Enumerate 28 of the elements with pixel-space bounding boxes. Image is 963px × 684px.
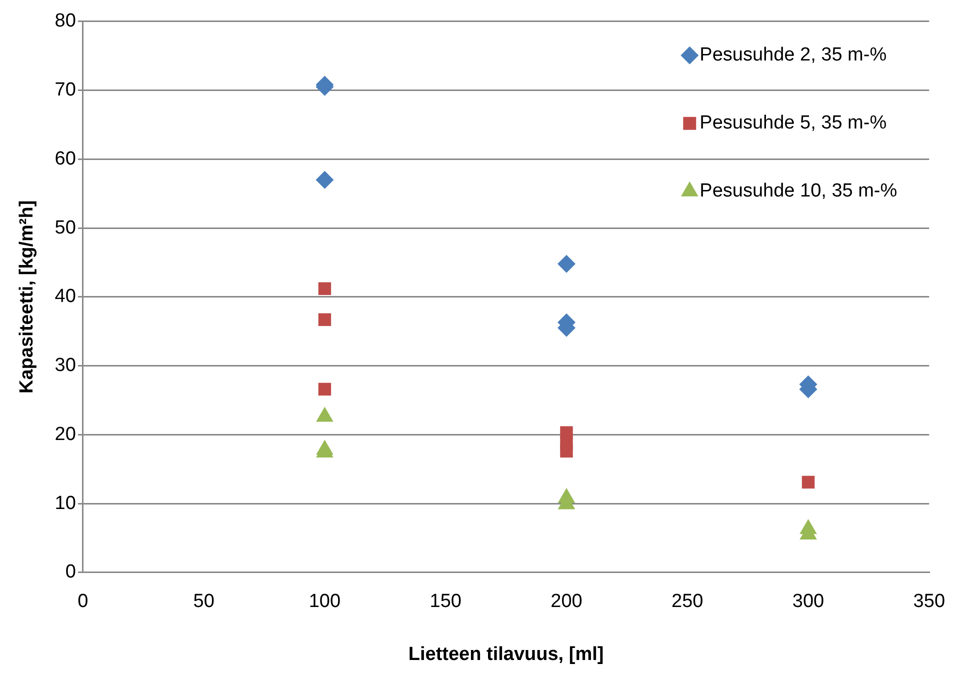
- y-tick-label: 50: [54, 217, 76, 238]
- y-tick-label: 20: [54, 424, 76, 445]
- y-tick-label: 30: [54, 355, 76, 376]
- x-tick-label: 100: [308, 591, 341, 612]
- y-tick-label: 0: [65, 562, 76, 583]
- x-tick-label: 200: [550, 591, 582, 612]
- point: [557, 254, 576, 273]
- y-tick-label: 10: [54, 492, 76, 514]
- y-tick-label: 80: [54, 10, 76, 32]
- x-tick-label: 300: [792, 591, 824, 612]
- x-tick-label: 350: [913, 591, 945, 612]
- point: [560, 444, 573, 458]
- point: [316, 170, 334, 189]
- legend-label: Pesusuhde 5, 35 m-%: [700, 112, 887, 134]
- x-tick-label: 150: [430, 591, 462, 612]
- x-tick-label: 250: [672, 591, 704, 612]
- y-tick-label: 60: [54, 148, 76, 170]
- y-axis-title: Kapasiteetti, [kg/m²h]: [16, 200, 38, 394]
- x-tick-label: 50: [193, 591, 214, 612]
- point: [318, 282, 332, 295]
- point: [318, 313, 332, 326]
- y-tick-label: 40: [54, 286, 76, 308]
- legend-label: Pesusuhde 10, 35 m-%: [700, 180, 898, 202]
- y-tick-label: 70: [54, 80, 76, 101]
- point: [318, 382, 332, 396]
- x-axis-title: Lietteen tilavuus, [ml]: [408, 644, 604, 665]
- legend-label: Pesusuhde 2, 35 m-%: [700, 44, 887, 66]
- point: [802, 476, 815, 489]
